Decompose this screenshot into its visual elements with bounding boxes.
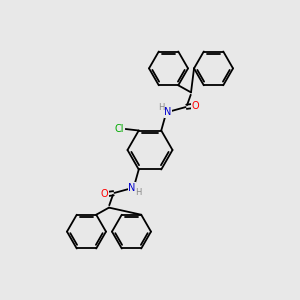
Text: H: H xyxy=(136,188,142,197)
Text: Cl: Cl xyxy=(115,124,124,134)
Text: O: O xyxy=(192,101,199,111)
Text: H: H xyxy=(158,103,164,112)
Text: N: N xyxy=(164,107,172,117)
Text: N: N xyxy=(128,183,136,193)
Text: O: O xyxy=(101,189,108,199)
